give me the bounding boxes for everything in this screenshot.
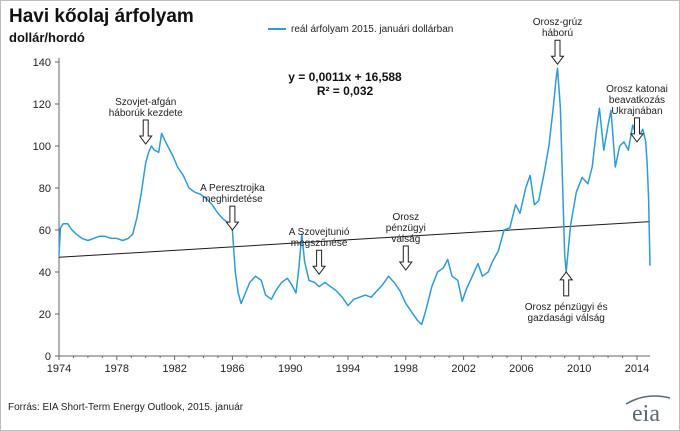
annotation-arrow <box>398 245 413 271</box>
annotation-arrow <box>225 205 240 231</box>
x-tick-label: 2006 <box>509 363 533 375</box>
x-tick-label: 1990 <box>278 363 302 375</box>
y-tick-label: 60 <box>39 225 51 237</box>
y-tick-label: 0 <box>45 351 51 363</box>
annotation-text: pénzügyi <box>386 223 426 234</box>
y-tick-label: 20 <box>39 309 51 321</box>
trend-line <box>58 221 651 258</box>
annotation-text: A Szovejtunió <box>289 227 350 238</box>
annotation-text: Szovjet-afgán <box>115 97 176 108</box>
annotation-text: Orosz pénzügyi és <box>525 302 608 313</box>
logo-text: eia <box>632 401 660 427</box>
axes: 0 20 40 60 80 100 120 140 1974 1978 1982 1986 1990 19… <box>33 57 650 375</box>
trend-equation-text: y = 0,0011x + 16,588 <box>288 70 402 84</box>
annotation-text: beavatkozás <box>609 95 665 106</box>
annotation-text: meghirdetése <box>202 194 263 205</box>
series-line <box>58 67 651 326</box>
x-tick-label: 1998 <box>394 363 418 375</box>
x-tick-label: 1994 <box>336 363 360 375</box>
legend: reál árfolyam 2015. januári dollárban <box>268 24 453 35</box>
annotation-text: gazdasági válság <box>528 313 605 324</box>
legend-label: reál árfolyam 2015. januári dollárban <box>291 24 453 35</box>
annotation-text: válság <box>391 234 420 245</box>
x-tick-label: 1978 <box>105 363 129 375</box>
x-tick-label: 1982 <box>162 363 186 375</box>
y-tick-label: 120 <box>33 99 51 111</box>
y-tick-label: 80 <box>39 183 51 195</box>
source-note: Forrás: EIA Short-Term Energy Outlook, 2… <box>8 402 244 413</box>
x-tick-label: 1974 <box>47 363 71 375</box>
y-tick-label: 100 <box>33 141 51 153</box>
y-axis-unit-label: dollár/hordó <box>9 30 85 45</box>
annotation-text: Ukrajnában <box>611 106 662 117</box>
annotation-text: háborúk kezdete <box>109 108 183 119</box>
annotation-text: háború <box>542 28 573 39</box>
trend-r-squared-text: R² = 0,032 <box>317 84 374 98</box>
x-tick-label: 1986 <box>220 363 244 375</box>
annotation-arrow <box>312 249 327 276</box>
x-tick-label: 2014 <box>625 363 649 375</box>
y-tick-label: 140 <box>33 57 51 69</box>
annotation-arrow <box>550 39 565 66</box>
logo-arc <box>625 395 671 405</box>
eia-logo: eia <box>625 395 671 427</box>
series-layer <box>58 67 651 326</box>
y-tick-label: 40 <box>39 267 51 279</box>
x-tick-label: 2010 <box>567 363 591 375</box>
annotation-text: Orosz <box>392 212 419 223</box>
annotation-arrow <box>559 271 574 297</box>
annotation-arrow <box>138 119 153 145</box>
trend-layer <box>58 221 651 258</box>
annotation-text: megszűnése <box>291 238 348 249</box>
chart-title: Havi kőolaj árfolyam <box>9 6 194 27</box>
annotation-text: Orosz-grúz <box>533 17 582 28</box>
annotation-text: Orosz katonai <box>606 84 668 95</box>
annotation-arrow <box>630 117 644 143</box>
annotation-text: A Peresztrojka <box>200 183 265 194</box>
x-tick-label: 2002 <box>451 363 475 375</box>
